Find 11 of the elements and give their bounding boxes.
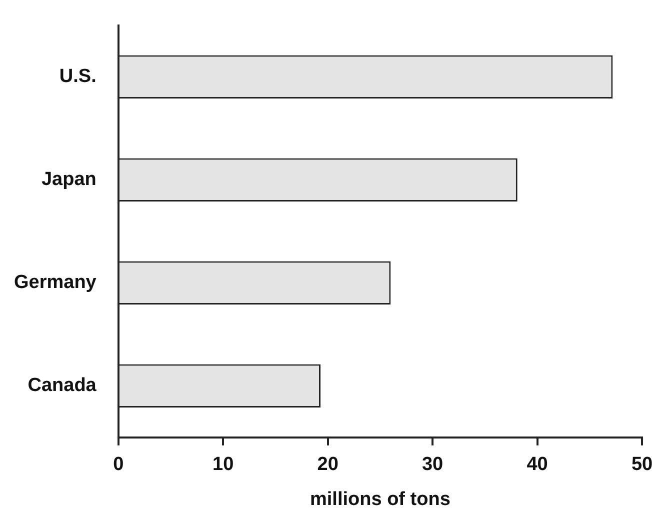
x-tick-label: 10 [212, 454, 234, 476]
x-tick-label: 40 [526, 454, 548, 476]
y-tick-label: Canada [28, 375, 97, 396]
y-tick-label: Japan [41, 169, 96, 190]
x-tick-label: 0 [113, 454, 124, 476]
y-tick-label: Germany [14, 272, 97, 294]
x-axis-title: millions of tons [310, 488, 450, 510]
y-tick-label: U.S. [59, 66, 96, 88]
x-tick-label: 30 [422, 454, 444, 476]
x-tick-label: 50 [631, 454, 653, 476]
x-tick-label: 20 [317, 454, 338, 476]
